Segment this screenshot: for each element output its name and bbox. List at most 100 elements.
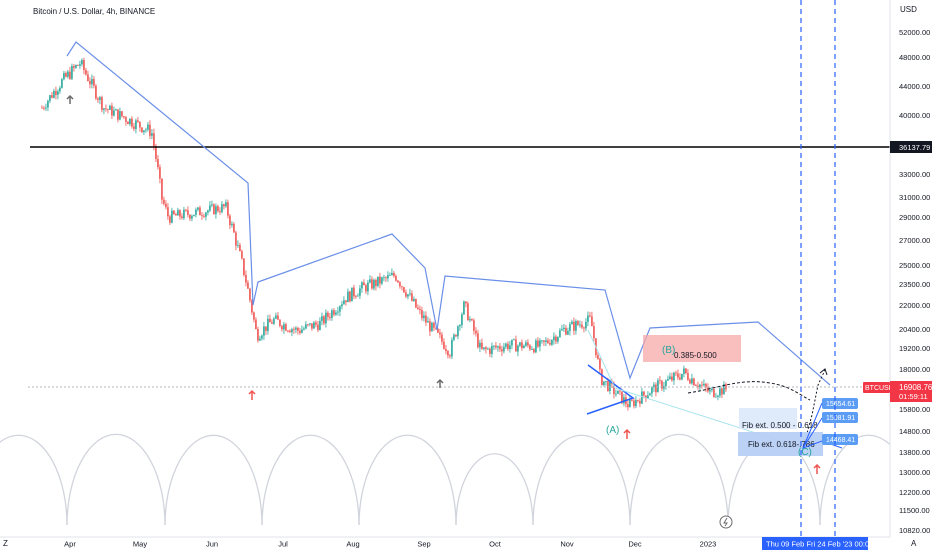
price-tick-label: 23500.00 bbox=[899, 280, 930, 289]
candle-body bbox=[577, 321, 579, 325]
corner-label-left[interactable]: Z bbox=[3, 539, 8, 548]
time-highlight-label: Thu 09 Feb Fri 24 Feb '23 00:00 bbox=[766, 540, 873, 549]
candle-body bbox=[439, 332, 441, 335]
candle-body bbox=[67, 71, 69, 77]
candle-body bbox=[125, 117, 127, 122]
candle-body bbox=[397, 280, 399, 283]
candle-body bbox=[575, 321, 577, 331]
candle-body bbox=[545, 340, 547, 342]
price-tick-label: 27000.00 bbox=[899, 236, 930, 245]
candle-body bbox=[215, 206, 217, 215]
candle-body bbox=[263, 326, 265, 336]
candles bbox=[41, 57, 727, 411]
time-tick-label: Apr bbox=[64, 540, 76, 549]
candle-body bbox=[465, 301, 467, 304]
price-axis-panel[interactable] bbox=[890, 0, 932, 537]
fib-retracement-zone[interactable] bbox=[643, 335, 741, 362]
candle-body bbox=[191, 216, 193, 219]
candle-body bbox=[687, 373, 689, 380]
price-tick-label: 20400.00 bbox=[899, 325, 930, 334]
cycle-arcs bbox=[0, 433, 918, 526]
candle-body bbox=[231, 223, 233, 226]
candle-body bbox=[601, 369, 603, 386]
price-tick-label: 31000.00 bbox=[899, 193, 930, 202]
candle-body bbox=[183, 209, 185, 219]
candle-body bbox=[223, 204, 225, 207]
candle-body bbox=[147, 124, 149, 130]
candle-body bbox=[63, 73, 65, 80]
candle-body bbox=[321, 316, 323, 321]
arrow-markers bbox=[66, 94, 821, 474]
candle-body bbox=[69, 71, 71, 79]
candle-body bbox=[481, 342, 483, 349]
candle-body bbox=[475, 330, 477, 334]
candle-body bbox=[333, 310, 335, 315]
candle-body bbox=[673, 372, 675, 381]
cycle-arc bbox=[629, 433, 729, 526]
candle-body bbox=[543, 340, 545, 342]
projected-arrowhead bbox=[819, 368, 828, 376]
candle-body bbox=[417, 307, 419, 309]
candle-body bbox=[261, 335, 263, 339]
fib-ext-2-box[interactable] bbox=[738, 432, 823, 456]
candle-body bbox=[445, 348, 447, 351]
candle-body bbox=[723, 384, 725, 395]
corner-label-right[interactable]: A bbox=[911, 539, 917, 548]
price-tick-label: 12200.00 bbox=[899, 488, 930, 497]
candle-body bbox=[709, 390, 711, 392]
wave-b-label: (B) bbox=[662, 345, 675, 356]
candle-body bbox=[49, 95, 51, 101]
candle-body bbox=[157, 158, 159, 168]
candle-body bbox=[291, 329, 293, 333]
candle-body bbox=[677, 373, 679, 378]
candle-body bbox=[317, 324, 319, 331]
lightning-icon[interactable] bbox=[719, 515, 733, 529]
candle-body bbox=[381, 277, 383, 284]
candle-body bbox=[59, 87, 61, 92]
candle-body bbox=[405, 292, 407, 297]
candle-body bbox=[691, 378, 693, 384]
time-tick-label: May bbox=[133, 540, 147, 549]
candle-body bbox=[721, 388, 723, 395]
candle-body bbox=[589, 315, 591, 317]
candle-body bbox=[139, 121, 141, 128]
candle-body bbox=[557, 337, 559, 342]
time-axis-panel[interactable] bbox=[0, 537, 932, 550]
candle-body bbox=[45, 107, 47, 109]
fib-ext-1-label: Fib ext. 0.500 - 0.618 bbox=[742, 421, 818, 430]
candle-body bbox=[279, 319, 281, 327]
candle-body bbox=[345, 300, 347, 303]
candle-body bbox=[371, 279, 373, 289]
candle-body bbox=[567, 330, 569, 335]
candle-body bbox=[653, 384, 655, 388]
candle-body bbox=[251, 300, 253, 313]
candle-body bbox=[227, 202, 229, 216]
candle-body bbox=[407, 294, 409, 297]
candle-body bbox=[275, 315, 277, 319]
up-arrow-icon bbox=[66, 94, 74, 104]
candle-body bbox=[241, 251, 243, 259]
candle-body bbox=[455, 334, 457, 337]
candle-body bbox=[643, 391, 645, 396]
candle-body bbox=[195, 209, 197, 215]
candle-body bbox=[645, 395, 647, 399]
candle-body bbox=[679, 377, 681, 380]
candle-body bbox=[311, 323, 313, 329]
candle-body bbox=[493, 345, 495, 347]
candle-body bbox=[161, 178, 163, 200]
candle-body bbox=[719, 388, 721, 396]
price-axis-ticks: 52000.00 48000.00 44000.00 40000.00 33000.00… bbox=[899, 28, 930, 535]
candle-body bbox=[353, 287, 355, 297]
candle-body bbox=[669, 376, 671, 380]
candle-body bbox=[615, 393, 617, 395]
candle-body bbox=[649, 393, 651, 396]
candle-body bbox=[415, 298, 417, 308]
candle-body bbox=[529, 345, 531, 350]
fib-ext-1-box[interactable] bbox=[739, 408, 797, 429]
cycle-arc bbox=[358, 434, 457, 526]
candle-body bbox=[717, 395, 719, 397]
candle-body bbox=[97, 98, 99, 100]
up-arrow-icon bbox=[813, 463, 821, 474]
triangle-pattern[interactable] bbox=[586, 364, 635, 415]
